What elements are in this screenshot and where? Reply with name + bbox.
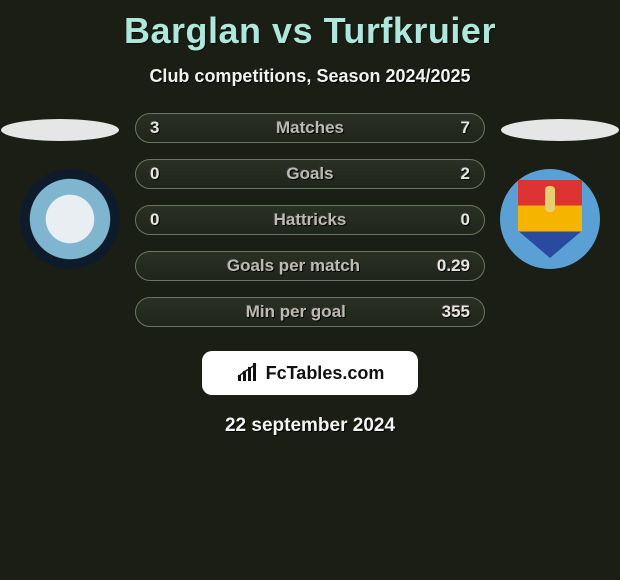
stats-area: 3 Matches 7 0 Goals 2 0 Hattricks 0 Goal… <box>0 113 620 343</box>
stat-row-goals: 0 Goals 2 <box>135 159 485 189</box>
stat-label: Hattricks <box>274 210 347 230</box>
shield-icon <box>518 180 582 258</box>
stat-right-value: 0 <box>461 210 470 230</box>
club-crest-left <box>20 169 120 269</box>
stat-right-value: 7 <box>461 118 470 138</box>
stat-label: Min per goal <box>246 302 346 322</box>
stat-left-value: 0 <box>150 210 159 230</box>
stat-row-min-per-goal: Min per goal 355 <box>135 297 485 327</box>
stat-row-hattricks: 0 Hattricks 0 <box>135 205 485 235</box>
shadow-ellipse-left <box>1 119 119 141</box>
brand-text: FcTables.com <box>266 363 385 384</box>
stats-rows: 3 Matches 7 0 Goals 2 0 Hattricks 0 Goal… <box>135 113 485 343</box>
stat-row-matches: 3 Matches 7 <box>135 113 485 143</box>
shadow-ellipse-right <box>501 119 619 141</box>
stat-left-value: 0 <box>150 164 159 184</box>
stat-label: Goals per match <box>227 256 360 276</box>
stat-right-value: 0.29 <box>437 256 470 276</box>
page-title: Barglan vs Turfkruier <box>0 0 620 52</box>
stat-right-value: 2 <box>461 164 470 184</box>
bar-chart-icon <box>236 363 260 383</box>
stat-label: Matches <box>276 118 344 138</box>
club-crest-right <box>500 169 600 269</box>
season-subtitle: Club competitions, Season 2024/2025 <box>0 66 620 87</box>
stat-row-goals-per-match: Goals per match 0.29 <box>135 251 485 281</box>
date-text: 22 september 2024 <box>0 415 620 437</box>
brand-badge[interactable]: FcTables.com <box>202 351 418 395</box>
stat-left-value: 3 <box>150 118 159 138</box>
stat-label: Goals <box>286 164 333 184</box>
stat-right-value: 355 <box>442 302 470 322</box>
